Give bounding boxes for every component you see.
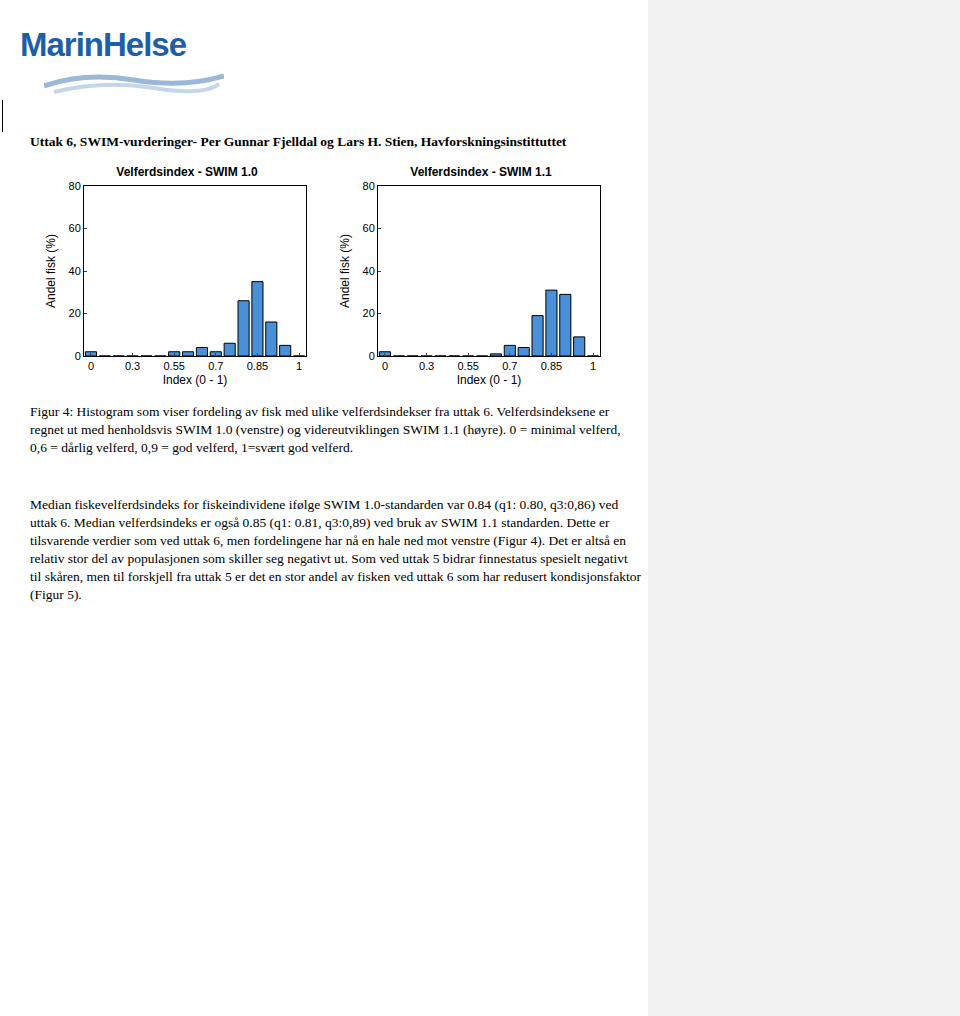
html-text:Figur 4: Histogram som viser f: Figur 4: Histogram som viser fordeling a… (30, 404, 621, 455)
svg-text:Velferdsindex - SWIM 1.0: Velferdsindex - SWIM 1.0 (116, 165, 258, 179)
svg-text:1: 1 (590, 360, 596, 372)
svg-text:0.85: 0.85 (541, 360, 562, 372)
svg-text:0: 0 (88, 360, 94, 372)
svg-text:Andel fisk (%): Andel fisk (%) (44, 234, 58, 308)
svg-text:0: 0 (75, 350, 81, 362)
svg-text:Index (0 - 1): Index (0 - 1) (457, 373, 522, 387)
svg-text:60: 60 (69, 222, 81, 234)
svg-text:20: 20 (69, 307, 81, 319)
svg-text:0.55: 0.55 (457, 360, 478, 372)
svg-text:Index (0 - 1): Index (0 - 1) (163, 373, 228, 387)
svg-text:1: 1 (296, 360, 302, 372)
svg-text:Velferdsindex - SWIM 1.1: Velferdsindex - SWIM 1.1 (410, 165, 552, 179)
svg-text:0.3: 0.3 (419, 360, 434, 372)
svg-text:0.3: 0.3 (125, 360, 140, 372)
svg-text:0: 0 (369, 350, 375, 362)
svg-text:60: 60 (363, 222, 375, 234)
svg-text:80: 80 (363, 180, 375, 192)
svg-text:40: 40 (69, 265, 81, 277)
svg-text:20: 20 (363, 307, 375, 319)
svg-text:0.55: 0.55 (163, 360, 184, 372)
html-text:Uttak 6, SWIM-vurderinger- Per: Uttak 6, SWIM-vurderinger- Per Gunnar Fj… (30, 134, 567, 149)
html-text:MarinHelse: MarinHelse (20, 26, 187, 63)
svg-text:40: 40 (363, 265, 375, 277)
svg-text:80: 80 (69, 180, 81, 192)
svg-text:0.85: 0.85 (247, 360, 268, 372)
svg-text:0.7: 0.7 (502, 360, 517, 372)
html-text:Median fiskevelferdsindeks for: Median fiskevelferdsindeks for fiskeindi… (30, 497, 642, 602)
svg-text:Andel fisk (%): Andel fisk (%) (338, 234, 352, 308)
svg-text:0: 0 (382, 360, 388, 372)
svg-text:0.7: 0.7 (208, 360, 223, 372)
